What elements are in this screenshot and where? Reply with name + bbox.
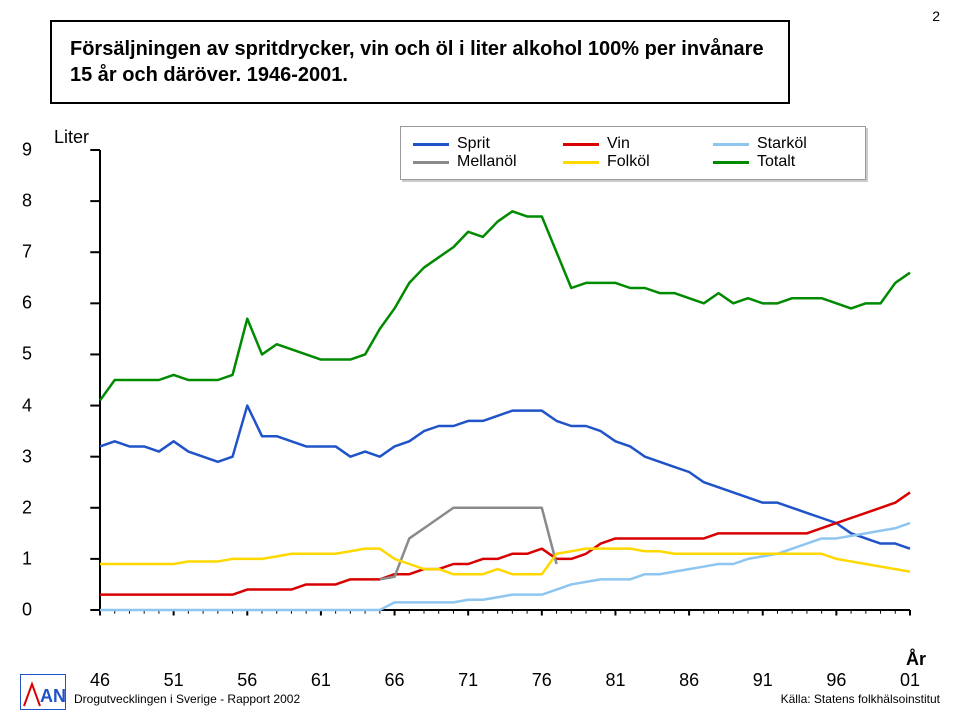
x-tick-label: 86 <box>679 670 699 691</box>
legend-swatch <box>413 161 449 164</box>
x-tick-label: 81 <box>605 670 625 691</box>
page-number: 2 <box>932 8 940 24</box>
y-tick-label: 3 <box>22 446 32 467</box>
y-tick-label: 4 <box>22 395 32 416</box>
chart-title: Försäljningen av spritdrycker, vin och ö… <box>50 20 790 104</box>
legend-item: Mellanöl <box>413 153 553 171</box>
y-tick-label: 7 <box>22 242 32 263</box>
x-tick-label: 66 <box>385 670 405 691</box>
page: 2 Försäljningen av spritdrycker, vin och… <box>0 0 960 720</box>
legend-item: Vin <box>563 135 703 153</box>
x-tick-label: 76 <box>532 670 552 691</box>
x-tick-label: 91 <box>753 670 773 691</box>
y-tick-label: 8 <box>22 191 32 212</box>
footer-right: Källa: Statens folkhälsoinstitut <box>781 692 940 706</box>
series-starköl <box>100 523 910 610</box>
x-tick-label: 61 <box>311 670 331 691</box>
legend-row-1: Sprit Vin Starköl <box>413 135 853 153</box>
y-tick-label: 2 <box>22 497 32 518</box>
y-tick-label: 1 <box>22 548 32 569</box>
x-tick-label: 96 <box>826 670 846 691</box>
series-sprit <box>100 406 910 549</box>
y-tick-label: 0 <box>22 600 32 621</box>
x-axis-title: År <box>906 649 926 670</box>
legend-label: Starköl <box>757 135 807 153</box>
legend-label: Sprit <box>457 135 490 153</box>
svg-text:AN: AN <box>40 686 66 706</box>
legend-swatch <box>713 143 749 146</box>
legend-label: Mellanöl <box>457 153 517 171</box>
legend: Sprit Vin Starköl Mellanöl Folköl Totalt <box>400 126 866 180</box>
y-tick-label: 9 <box>22 140 32 161</box>
legend-swatch <box>563 161 599 164</box>
series-totalt <box>100 211 910 400</box>
x-tick-label: 71 <box>458 670 478 691</box>
legend-item: Starköl <box>713 135 853 153</box>
y-tick-label: 5 <box>22 344 32 365</box>
chart-area: Liter 0123456789 SpritVinStarköl Mellanö… <box>40 130 930 640</box>
footer-left: Drogutvecklingen i Sverige - Rapport 200… <box>74 692 300 706</box>
legend-item: Sprit <box>413 135 553 153</box>
x-tick-label: 46 <box>90 670 110 691</box>
legend-swatch <box>713 161 749 164</box>
legend-label: Folköl <box>607 153 650 171</box>
legend-label: Vin <box>607 135 630 153</box>
legend-swatch <box>413 143 449 146</box>
legend-swatch <box>563 143 599 146</box>
logo: AN <box>20 674 66 710</box>
legend-item: Totalt <box>713 153 853 171</box>
y-axis-labels: 0123456789 <box>40 130 80 640</box>
x-tick-label: 56 <box>237 670 257 691</box>
plot-svg <box>100 150 910 610</box>
logo-svg: AN <box>20 674 66 710</box>
plot-region: SpritVinStarköl MellanölFolkölTotalt <box>100 150 910 610</box>
legend-item: Folköl <box>563 153 703 171</box>
series-folköl <box>100 549 910 575</box>
legend-row-2: Mellanöl Folköl Totalt <box>413 153 853 171</box>
y-tick-label: 6 <box>22 293 32 314</box>
legend-label: Totalt <box>757 153 795 171</box>
series-mellanöl <box>380 508 557 580</box>
x-tick-label: 01 <box>900 670 920 691</box>
x-tick-label: 51 <box>164 670 184 691</box>
